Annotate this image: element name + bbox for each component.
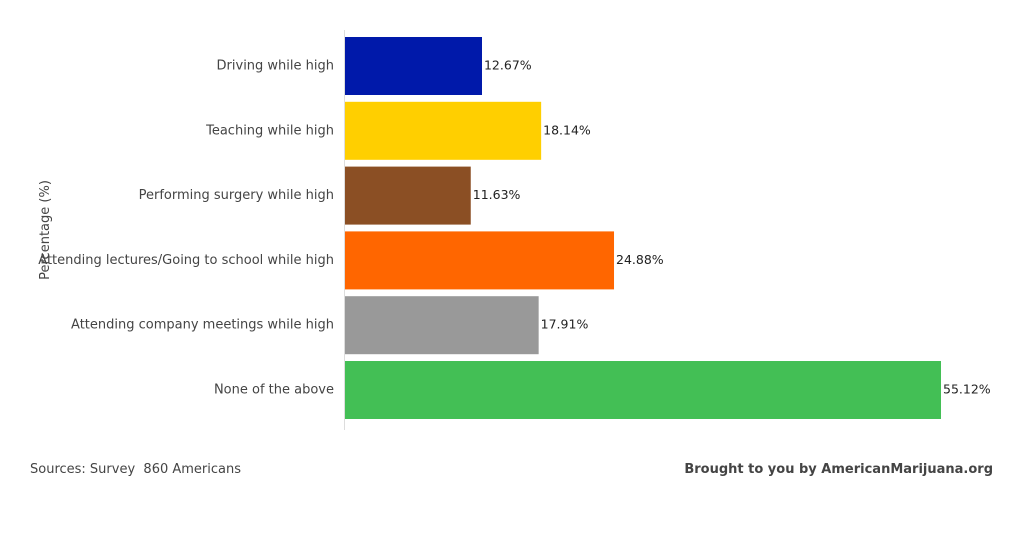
category-label: Performing surgery while high — [139, 188, 334, 203]
category-label: Driving while high — [217, 59, 334, 74]
bar — [345, 37, 482, 95]
value-label: 11.63% — [473, 187, 521, 202]
source-note: Sources: Survey 860 Americans — [30, 462, 242, 477]
bar — [345, 361, 941, 419]
y-axis-title: Percentage (%) — [38, 180, 53, 280]
bar — [345, 231, 615, 290]
category-label: Attending company meetings while high — [71, 318, 334, 333]
brand-credit: Brought to you by AmericanMarijuana.org — [684, 462, 993, 477]
category-label: Teaching while high — [205, 123, 334, 138]
value-label: 55.12% — [943, 382, 991, 397]
value-label: 24.88% — [616, 252, 664, 267]
bars: Driving while high 12.67% Teaching while h… — [38, 37, 991, 419]
value-label: 12.67% — [484, 58, 532, 73]
value-label: 17.91% — [541, 317, 589, 332]
category-label: Attending lectures/Going to school while… — [38, 253, 334, 268]
category-label: None of the above — [214, 383, 334, 398]
value-label: 18.14% — [543, 122, 591, 137]
bar — [345, 166, 471, 225]
bar — [345, 101, 542, 160]
bar — [345, 296, 539, 355]
